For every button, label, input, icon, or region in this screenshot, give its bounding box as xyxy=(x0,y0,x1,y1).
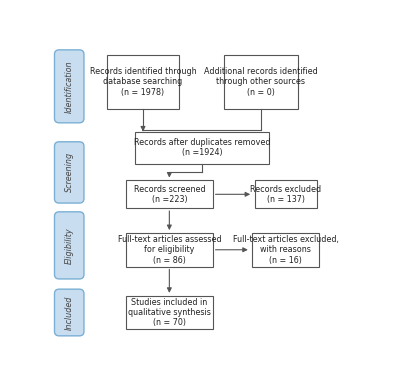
Text: Included: Included xyxy=(65,295,74,330)
FancyBboxPatch shape xyxy=(126,233,213,266)
Text: Eligibility: Eligibility xyxy=(65,227,74,264)
FancyBboxPatch shape xyxy=(126,296,213,329)
FancyBboxPatch shape xyxy=(135,132,268,164)
FancyBboxPatch shape xyxy=(54,142,84,203)
Text: Records screened
(n =223): Records screened (n =223) xyxy=(134,185,205,204)
Text: Full-text articles excluded,
with reasons
(n = 16): Full-text articles excluded, with reason… xyxy=(233,235,338,265)
Text: Identification: Identification xyxy=(65,60,74,113)
FancyBboxPatch shape xyxy=(54,212,84,279)
FancyBboxPatch shape xyxy=(252,233,319,266)
Text: Screening: Screening xyxy=(65,152,74,193)
Text: Studies included in
qualitative synthesis
(n = 70): Studies included in qualitative synthesi… xyxy=(128,298,211,327)
Text: Additional records identified
through other sources
(n = 0): Additional records identified through ot… xyxy=(204,67,318,97)
FancyBboxPatch shape xyxy=(54,50,84,123)
FancyBboxPatch shape xyxy=(126,180,213,208)
Text: Records after duplicates removed
(n =1924): Records after duplicates removed (n =192… xyxy=(134,138,270,157)
FancyBboxPatch shape xyxy=(107,55,179,109)
FancyBboxPatch shape xyxy=(224,55,298,109)
FancyBboxPatch shape xyxy=(54,289,84,336)
Text: Full-text articles assessed
for eligibility
(n = 86): Full-text articles assessed for eligibil… xyxy=(118,235,221,265)
FancyBboxPatch shape xyxy=(255,180,317,208)
Text: Records excluded
(n = 137): Records excluded (n = 137) xyxy=(250,185,321,204)
Text: Records identified through
database searching
(n = 1978): Records identified through database sear… xyxy=(90,67,196,97)
